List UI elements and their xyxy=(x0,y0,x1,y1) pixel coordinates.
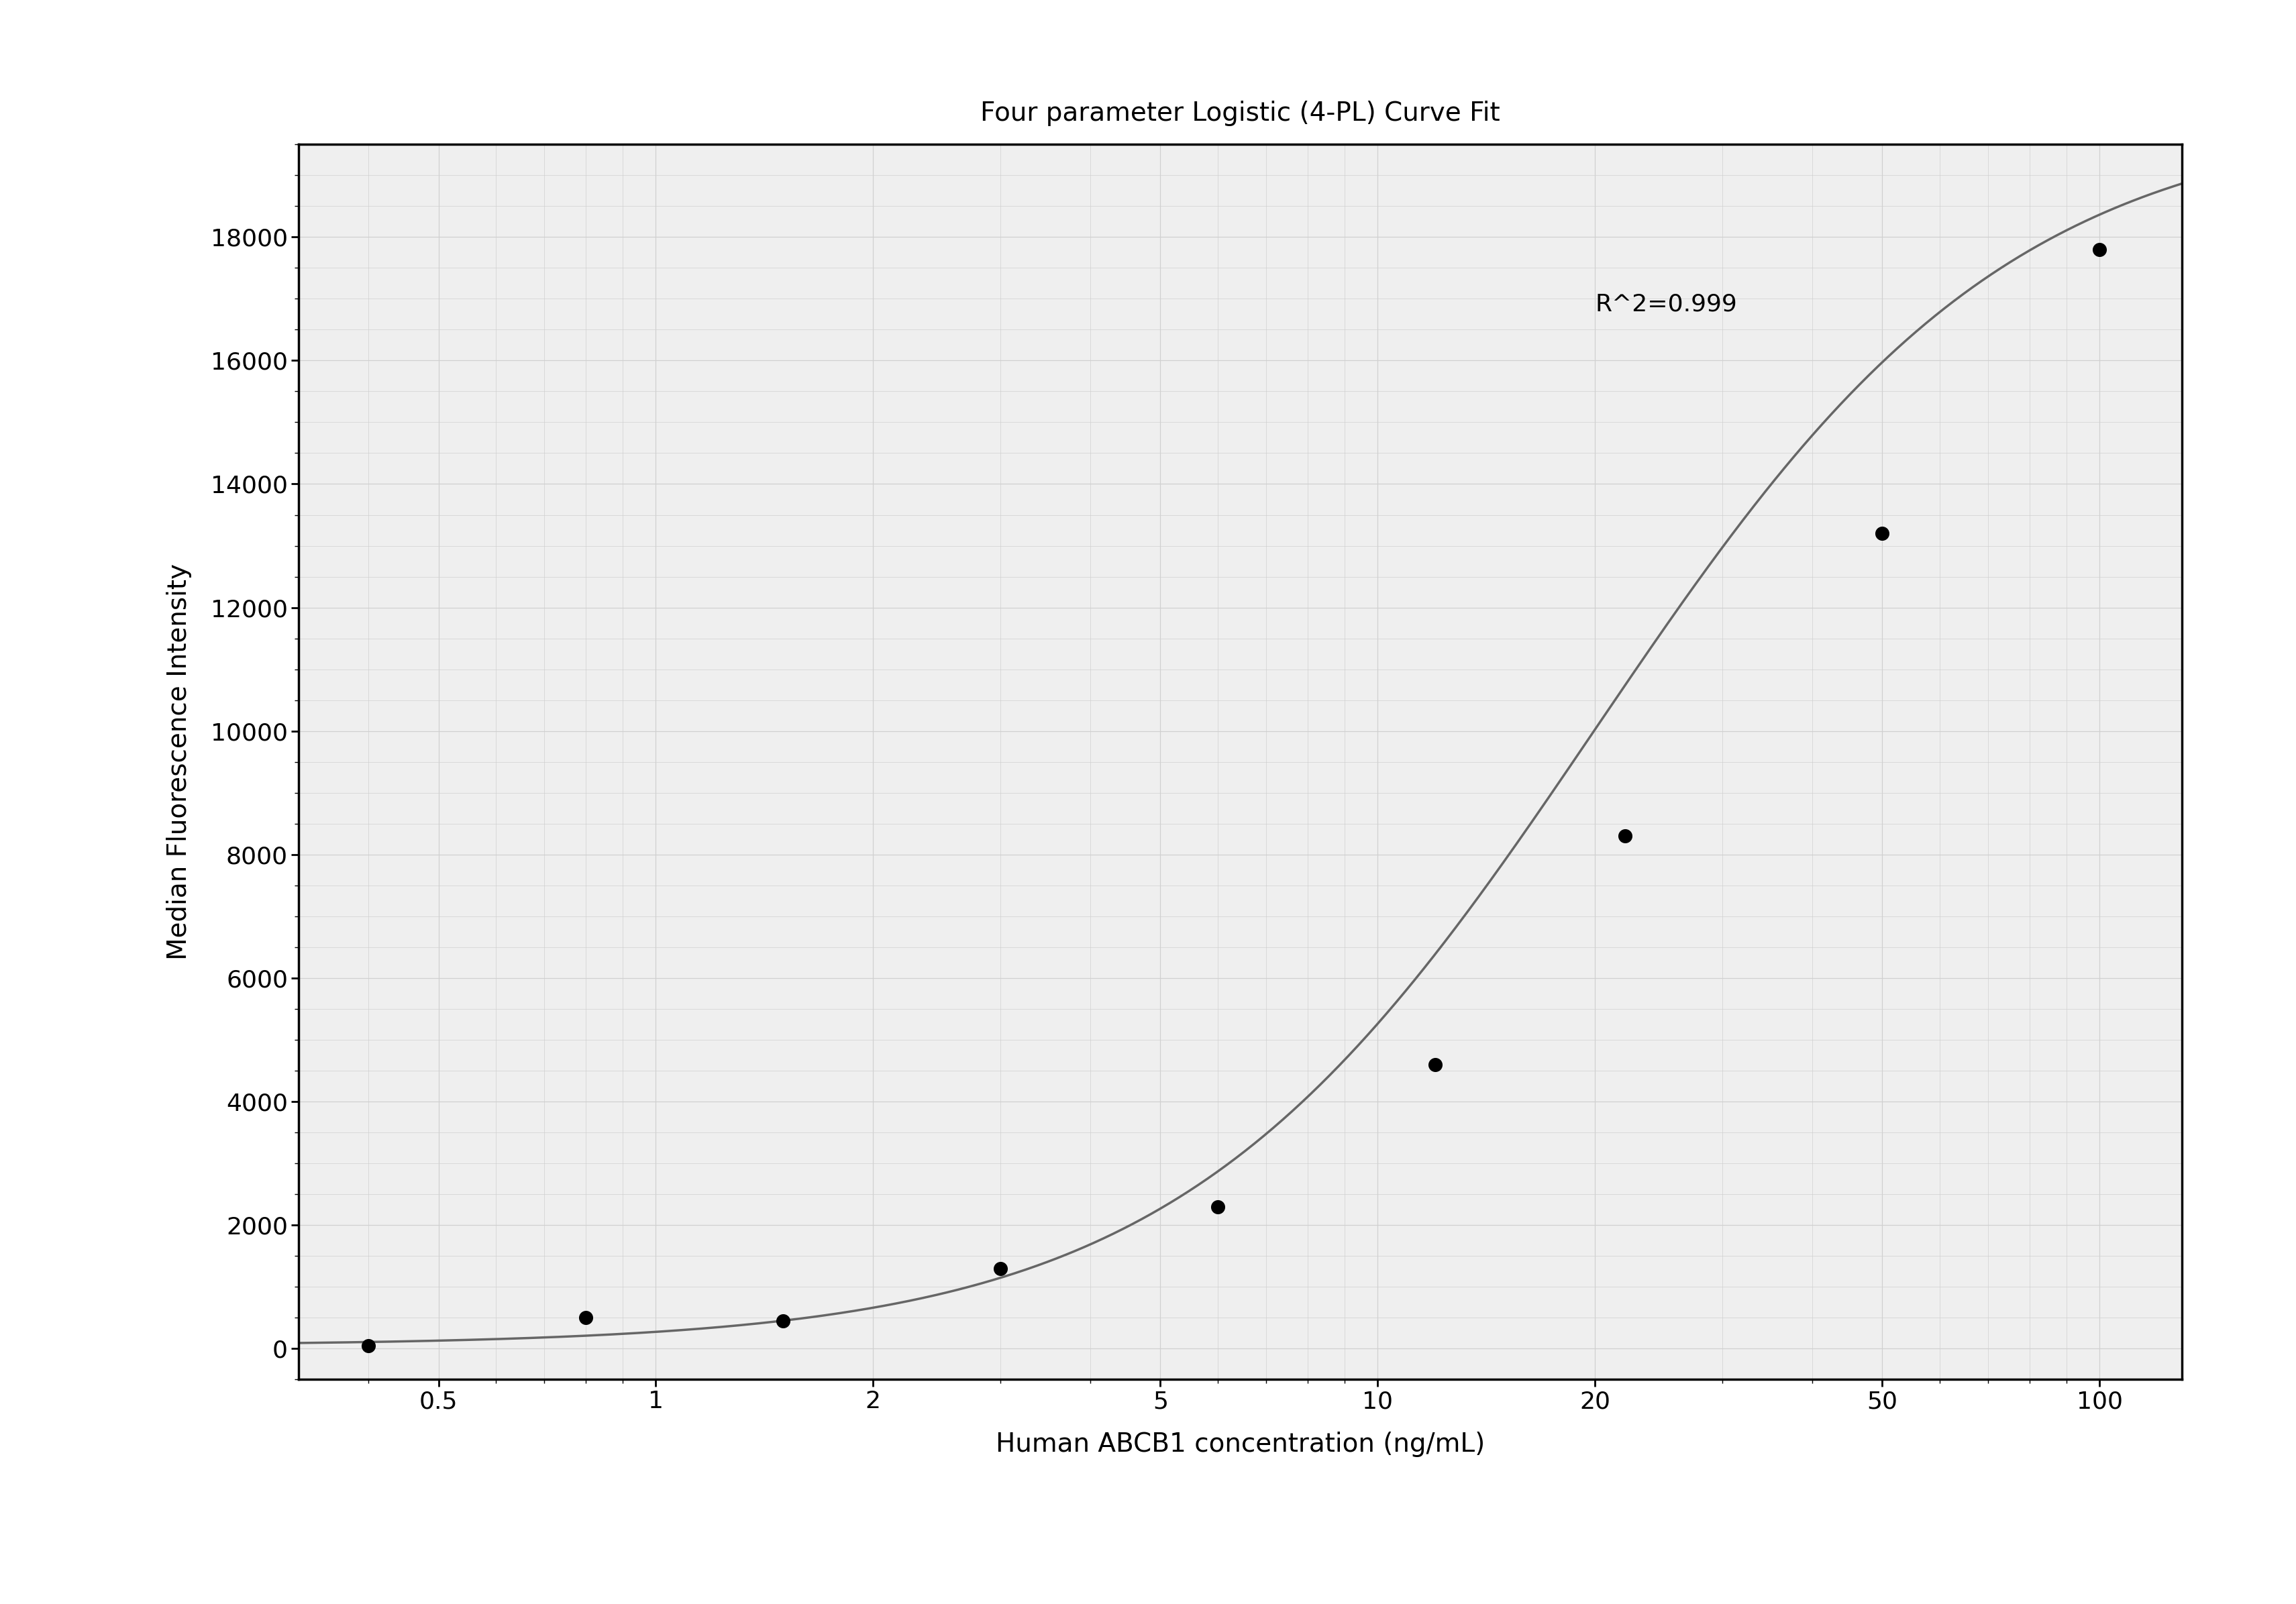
Point xyxy=(1864,521,1901,547)
Point xyxy=(983,1256,1019,1282)
X-axis label: Human ABCB1 concentration (ng/mL): Human ABCB1 concentration (ng/mL) xyxy=(994,1432,1486,1456)
Point xyxy=(2080,236,2117,261)
Point xyxy=(349,1333,386,1359)
Point xyxy=(1605,823,1642,849)
Point xyxy=(1199,1193,1235,1219)
Point xyxy=(567,1306,604,1331)
Point xyxy=(1417,1052,1453,1078)
Point xyxy=(765,1307,801,1333)
Title: Four parameter Logistic (4-PL) Curve Fit: Four parameter Logistic (4-PL) Curve Fit xyxy=(980,101,1499,127)
Y-axis label: Median Fluorescence Intensity: Median Fluorescence Intensity xyxy=(165,563,193,961)
Text: R^2=0.999: R^2=0.999 xyxy=(1593,294,1736,316)
